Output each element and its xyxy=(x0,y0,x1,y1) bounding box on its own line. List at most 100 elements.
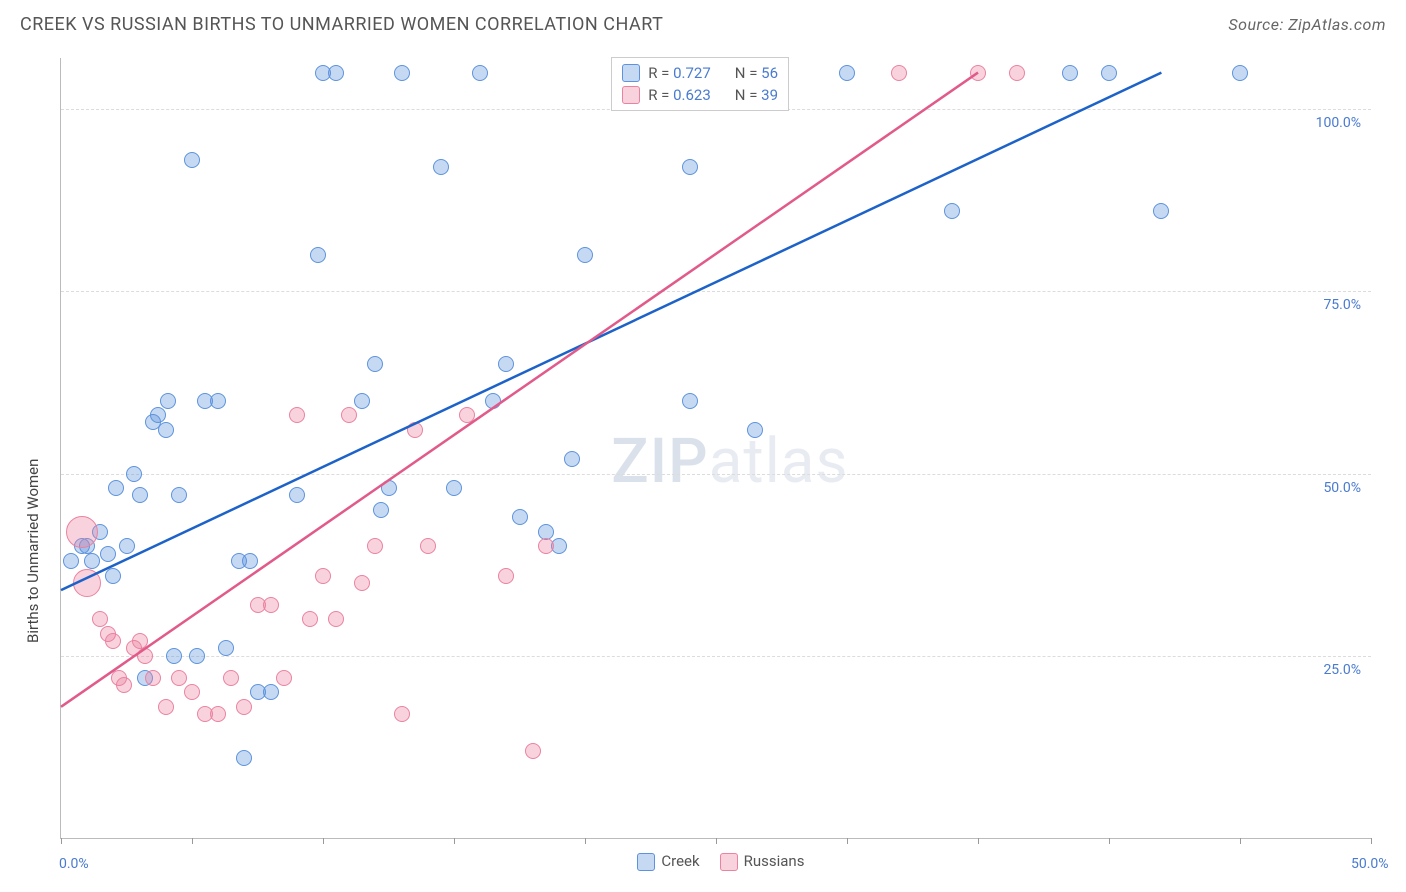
scatter-point xyxy=(367,356,383,372)
x-tick xyxy=(585,838,586,844)
scatter-point xyxy=(184,684,200,700)
x-tick xyxy=(192,838,193,844)
legend-swatch xyxy=(637,853,655,871)
y-tick-label: 25.0% xyxy=(1323,662,1361,678)
scatter-point xyxy=(210,706,226,722)
scatter-point xyxy=(1009,65,1025,81)
scatter-point xyxy=(263,684,279,700)
scatter-point xyxy=(289,407,305,423)
x-tick-label: 50.0% xyxy=(1351,856,1389,872)
scatter-point xyxy=(66,516,98,548)
scatter-point xyxy=(367,538,383,554)
source-label: Source: ZipAtlas.com xyxy=(1228,15,1386,34)
scatter-point xyxy=(184,152,200,168)
scatter-point xyxy=(63,553,79,569)
scatter-point xyxy=(105,568,121,584)
scatter-point xyxy=(354,575,370,591)
scatter-point xyxy=(236,699,252,715)
trendline xyxy=(61,73,1161,591)
correlation-legend: R = 0.727N = 56R = 0.623N = 39 xyxy=(611,57,789,111)
y-tick-label: 75.0% xyxy=(1323,297,1361,313)
legend-n-label: N = 56 xyxy=(735,62,778,84)
scatter-point xyxy=(747,422,763,438)
scatter-point xyxy=(242,553,258,569)
scatter-point xyxy=(564,451,580,467)
scatter-point xyxy=(160,393,176,409)
scatter-point xyxy=(682,393,698,409)
x-tick xyxy=(1240,838,1241,844)
series-legend: Creek Russians xyxy=(637,852,804,871)
scatter-point xyxy=(73,569,101,597)
scatter-point xyxy=(1232,65,1248,81)
scatter-point xyxy=(223,670,239,686)
scatter-point xyxy=(525,743,541,759)
scatter-point xyxy=(354,393,370,409)
scatter-point xyxy=(289,487,305,503)
scatter-point xyxy=(328,611,344,627)
plot-container: ZIPatlas 25.0%50.0%75.0%100.0%0.0%50.0%R… xyxy=(0,48,1406,892)
scatter-point xyxy=(171,487,187,503)
x-tick xyxy=(1371,838,1372,844)
legend-swatch xyxy=(720,853,738,871)
gridline-h xyxy=(61,474,1371,475)
x-tick xyxy=(323,838,324,844)
scatter-point xyxy=(158,699,174,715)
scatter-point xyxy=(84,553,100,569)
scatter-point xyxy=(119,538,135,554)
scatter-point xyxy=(276,670,292,686)
legend-r-label: R = 0.727 xyxy=(648,62,711,84)
scatter-point xyxy=(1101,65,1117,81)
scatter-point xyxy=(446,480,462,496)
legend-swatch xyxy=(622,86,640,104)
gridline-h xyxy=(61,656,1371,657)
scatter-point xyxy=(682,159,698,175)
scatter-point xyxy=(970,65,986,81)
scatter-point xyxy=(166,648,182,664)
y-axis-title: Births to Unmarried Women xyxy=(24,459,42,643)
scatter-point xyxy=(92,611,108,627)
scatter-point xyxy=(150,407,166,423)
scatter-point xyxy=(472,65,488,81)
scatter-point xyxy=(189,648,205,664)
scatter-point xyxy=(218,640,234,656)
page-title: CREEK VS RUSSIAN BIRTHS TO UNMARRIED WOM… xyxy=(20,14,663,35)
series-legend-item: Creek xyxy=(637,852,699,871)
legend-swatch xyxy=(622,64,640,82)
scatter-point xyxy=(137,648,153,664)
scatter-point xyxy=(105,633,121,649)
scatter-point xyxy=(498,568,514,584)
scatter-point xyxy=(116,677,132,693)
scatter-point xyxy=(263,597,279,613)
scatter-point xyxy=(1062,65,1078,81)
scatter-point xyxy=(512,509,528,525)
scatter-point xyxy=(302,611,318,627)
scatter-point xyxy=(236,750,252,766)
scatter-point xyxy=(381,480,397,496)
scatter-point xyxy=(944,203,960,219)
x-tick xyxy=(978,838,979,844)
x-tick xyxy=(847,838,848,844)
watermark-zip: ZIP xyxy=(611,425,709,498)
scatter-point xyxy=(577,247,593,263)
correlation-legend-row: R = 0.727 N = 56 xyxy=(622,62,778,84)
scatter-point xyxy=(210,393,226,409)
scatter-point xyxy=(341,407,357,423)
scatter-point xyxy=(459,407,475,423)
series-legend-item: Russians xyxy=(720,852,805,871)
plot-area: ZIPatlas 25.0%50.0%75.0%100.0%0.0%50.0%R… xyxy=(60,58,1371,839)
x-tick xyxy=(454,838,455,844)
scatter-point xyxy=(485,393,501,409)
chart-header: CREEK VS RUSSIAN BIRTHS TO UNMARRIED WOM… xyxy=(0,0,1406,48)
scatter-point xyxy=(126,466,142,482)
x-tick xyxy=(1109,838,1110,844)
legend-n-label: N = 39 xyxy=(735,84,778,106)
scatter-point xyxy=(394,65,410,81)
scatter-point xyxy=(158,422,174,438)
scatter-point xyxy=(315,568,331,584)
watermark: ZIPatlas xyxy=(611,425,848,498)
scatter-point xyxy=(433,159,449,175)
scatter-point xyxy=(839,65,855,81)
scatter-point xyxy=(171,670,187,686)
scatter-point xyxy=(132,487,148,503)
scatter-point xyxy=(420,538,436,554)
